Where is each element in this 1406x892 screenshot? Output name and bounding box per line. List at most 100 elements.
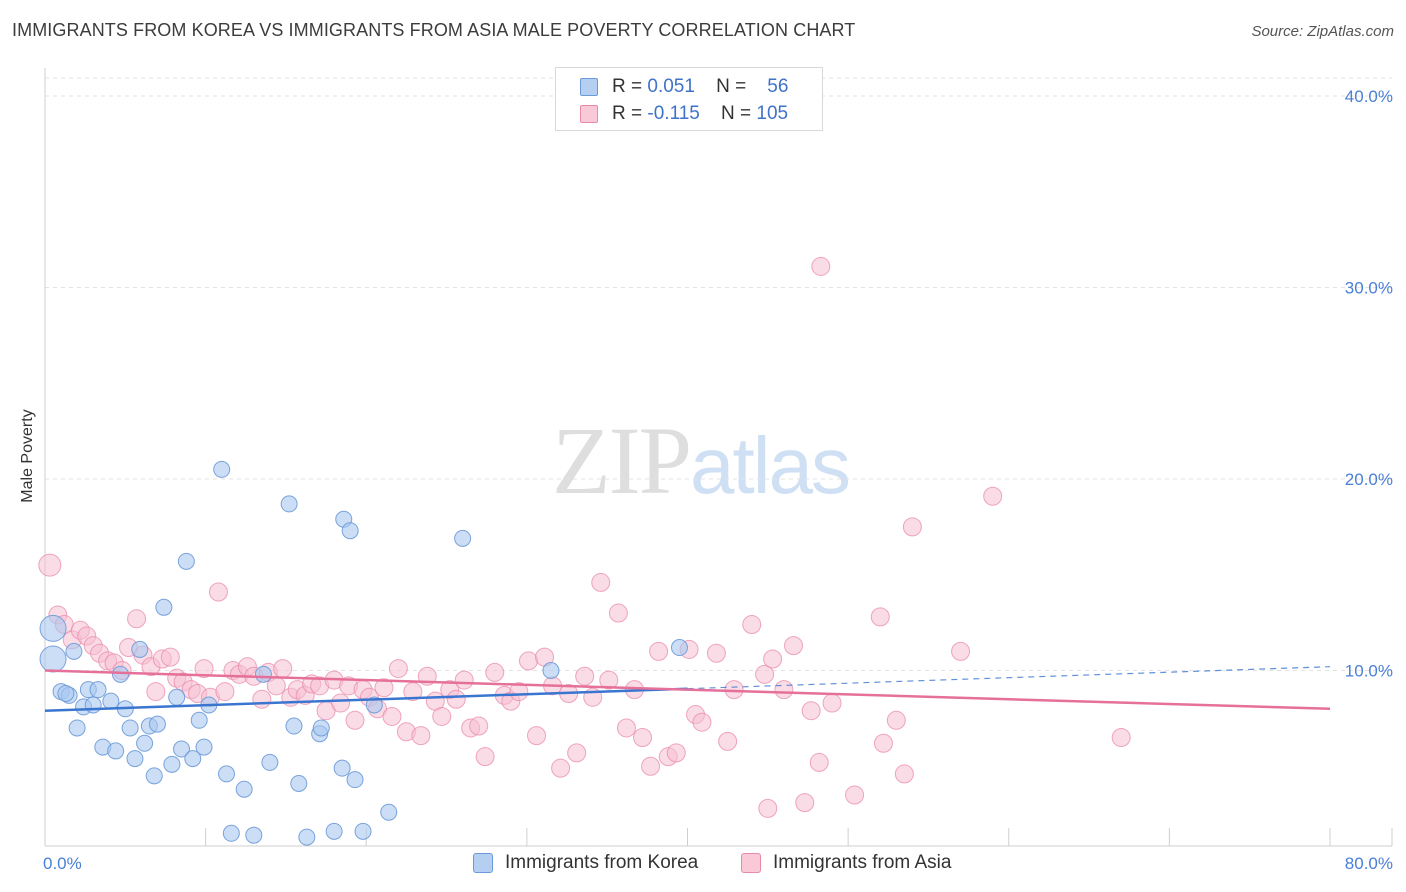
korea-point <box>235 780 253 798</box>
legend-swatch-asia <box>580 105 598 123</box>
korea-point <box>454 529 472 547</box>
korea-trend-extension <box>687 666 1331 690</box>
korea-point <box>111 665 129 683</box>
korea-point <box>222 824 240 842</box>
korea-point <box>190 711 208 729</box>
korea-point <box>213 460 231 478</box>
source-label: Source: ZipAtlas.com <box>1251 23 1394 40</box>
asia-point <box>784 636 804 656</box>
asia-point <box>127 609 147 629</box>
asia-point <box>215 682 235 702</box>
korea-point <box>261 753 279 771</box>
korea-point <box>39 614 67 642</box>
legend-n-value-asia: 105 <box>756 103 789 124</box>
korea-point <box>333 759 351 777</box>
x-tick-label-max: 80.0% <box>1345 854 1393 873</box>
korea-point <box>145 767 163 785</box>
asia-point <box>886 710 906 730</box>
korea-point <box>195 738 213 756</box>
asia-point <box>902 517 922 537</box>
korea-point <box>380 803 398 821</box>
korea-point <box>163 755 181 773</box>
korea-point <box>65 642 83 660</box>
asia-point <box>870 607 890 627</box>
asia-point <box>194 659 214 679</box>
korea-point <box>168 688 186 706</box>
asia-point <box>608 603 628 623</box>
asia-point <box>38 553 62 577</box>
korea-trend-line <box>44 687 688 712</box>
korea-point <box>155 598 173 616</box>
korea-point <box>325 822 343 840</box>
asia-point <box>567 743 587 763</box>
asia-point <box>527 726 547 746</box>
korea-point <box>184 750 202 768</box>
legend-r-value-korea: 0.051 <box>647 76 695 97</box>
korea-point <box>354 822 372 840</box>
korea-point <box>280 495 298 513</box>
asia-point <box>633 728 653 748</box>
asia-point <box>160 647 180 667</box>
asia-point <box>146 682 166 702</box>
asia-point <box>809 752 829 772</box>
x-tick-label-min: 0.0% <box>43 854 82 873</box>
korea-point <box>177 552 195 570</box>
asia-point <box>755 664 775 684</box>
asia-point <box>742 615 762 635</box>
legend-r-value-asia: -0.115 <box>647 103 700 124</box>
watermark-atlas: atlas <box>690 421 851 510</box>
correlation-legend: R = 0.051 N = 56 R = -0.115 N = 105 <box>555 67 823 131</box>
korea-point <box>542 662 560 679</box>
korea-point <box>670 639 688 657</box>
watermark: ZIPatlas <box>552 405 851 516</box>
legend-n-value-korea: 56 <box>767 76 789 97</box>
watermark-zip: ZIP <box>552 407 692 514</box>
asia-point <box>411 726 431 746</box>
asia-point <box>983 486 1003 506</box>
asia-point <box>591 572 611 592</box>
korea-point <box>121 719 139 737</box>
asia-point <box>475 747 495 767</box>
korea-point <box>365 696 383 714</box>
korea-point <box>346 771 364 789</box>
asia-point <box>432 706 452 726</box>
asia-point <box>845 785 865 805</box>
asia-point <box>951 641 971 661</box>
asia-point <box>446 689 466 709</box>
bottom-legend-label-korea: Immigrants from Korea <box>505 852 699 873</box>
legend-text-asia: R = -0.115 N = 105 <box>612 103 789 124</box>
asia-point <box>518 651 538 671</box>
asia-point <box>894 764 914 784</box>
asia-trend-line <box>44 669 1331 711</box>
asia-point <box>273 659 293 679</box>
korea-point <box>89 681 107 699</box>
asia-point <box>1111 728 1131 748</box>
chart-title: IMMIGRANTS FROM KOREA VS IMMIGRANTS FROM… <box>12 20 856 40</box>
asia-point <box>822 693 842 713</box>
korea-point <box>173 740 191 758</box>
asia-point <box>616 718 636 738</box>
korea-point <box>290 774 308 792</box>
asia-point <box>692 712 712 732</box>
asia-point <box>208 582 228 602</box>
korea-point <box>285 717 303 735</box>
asia-point <box>795 793 815 813</box>
korea-point <box>312 719 330 737</box>
asia-point <box>252 689 272 709</box>
bottom-legend-label-asia: Immigrants from Asia <box>773 852 952 873</box>
asia-point <box>382 706 402 726</box>
asia-point <box>801 701 821 721</box>
korea-point <box>148 715 166 733</box>
korea-point <box>107 742 125 760</box>
korea-point <box>245 826 263 844</box>
asia-point <box>599 670 619 690</box>
asia-point <box>649 641 669 661</box>
korea-point <box>298 828 316 846</box>
asia-point <box>811 256 831 276</box>
asia-point <box>345 710 365 730</box>
legend-swatch-korea <box>580 78 598 96</box>
y-tick-label-10: 10.0% <box>1345 662 1393 681</box>
asia-point <box>706 643 726 663</box>
asia-point <box>873 733 893 753</box>
